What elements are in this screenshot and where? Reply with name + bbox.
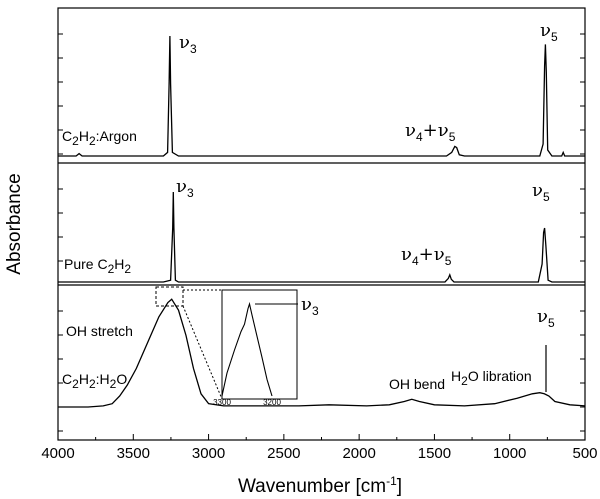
inset-tick-label: 3200	[263, 398, 281, 407]
inset-connector-bottom	[182, 305, 223, 400]
x-tick-label: 4000	[41, 445, 74, 462]
inset-nu3-label: ν3	[301, 294, 319, 318]
inset: ν3 3300 3200	[155, 286, 319, 407]
argon-series-label: C2H2:Argon	[62, 128, 137, 148]
y-axis-title: Absorbance	[4, 173, 25, 274]
x-tick-label: 2500	[267, 445, 300, 462]
x-tick-label: 1000	[493, 445, 526, 462]
pure-annotations: ν3 ν4+ν5 ν5 Pure C2H2	[64, 176, 550, 276]
argon-nu5-label: ν5	[540, 20, 558, 44]
inset-spectrum-line	[221, 301, 273, 397]
x-tick-label: 2000	[342, 445, 375, 462]
x-tick-label: 3500	[117, 445, 150, 462]
series-line	[58, 191, 585, 283]
x-axis-title: Wavenumber [cm-1]	[238, 474, 402, 497]
oh-bend-label: OH bend	[389, 376, 445, 392]
oh-stretch-label: OH stretch	[66, 323, 133, 339]
x-tick-labels: 4000 3500 3000 2500 2000 1500 1000 500	[41, 445, 597, 462]
pure-nu3-label: ν3	[176, 176, 194, 200]
pure-combo-label: ν4+ν5	[401, 244, 452, 268]
pure-series-label: Pure C2H2	[64, 256, 131, 276]
water-annotations: OH stretch C2H2:H2O OH bend H2O libratio…	[62, 306, 555, 392]
libration-label: H2O libration	[451, 368, 532, 388]
argon-combo-label: ν4+ν5	[405, 120, 456, 144]
argon-annotations: ν3 ν4+ν5 ν5 C2H2:Argon	[62, 20, 558, 148]
pure-nu5-label: ν5	[532, 180, 550, 204]
water-series-label: C2H2:H2O	[62, 371, 127, 391]
x-tick-label: 500	[572, 445, 597, 462]
x-tick-label: 3000	[192, 445, 225, 462]
argon-nu3-label: ν3	[179, 32, 197, 56]
inset-tick-label: 3300	[213, 398, 231, 407]
x-tick-label: 1500	[418, 445, 451, 462]
series-layer	[58, 35, 586, 408]
water-nu5-label: ν5	[537, 306, 555, 330]
inset-source-box	[155, 286, 184, 307]
series-line	[58, 35, 585, 157]
series-line	[58, 298, 586, 408]
